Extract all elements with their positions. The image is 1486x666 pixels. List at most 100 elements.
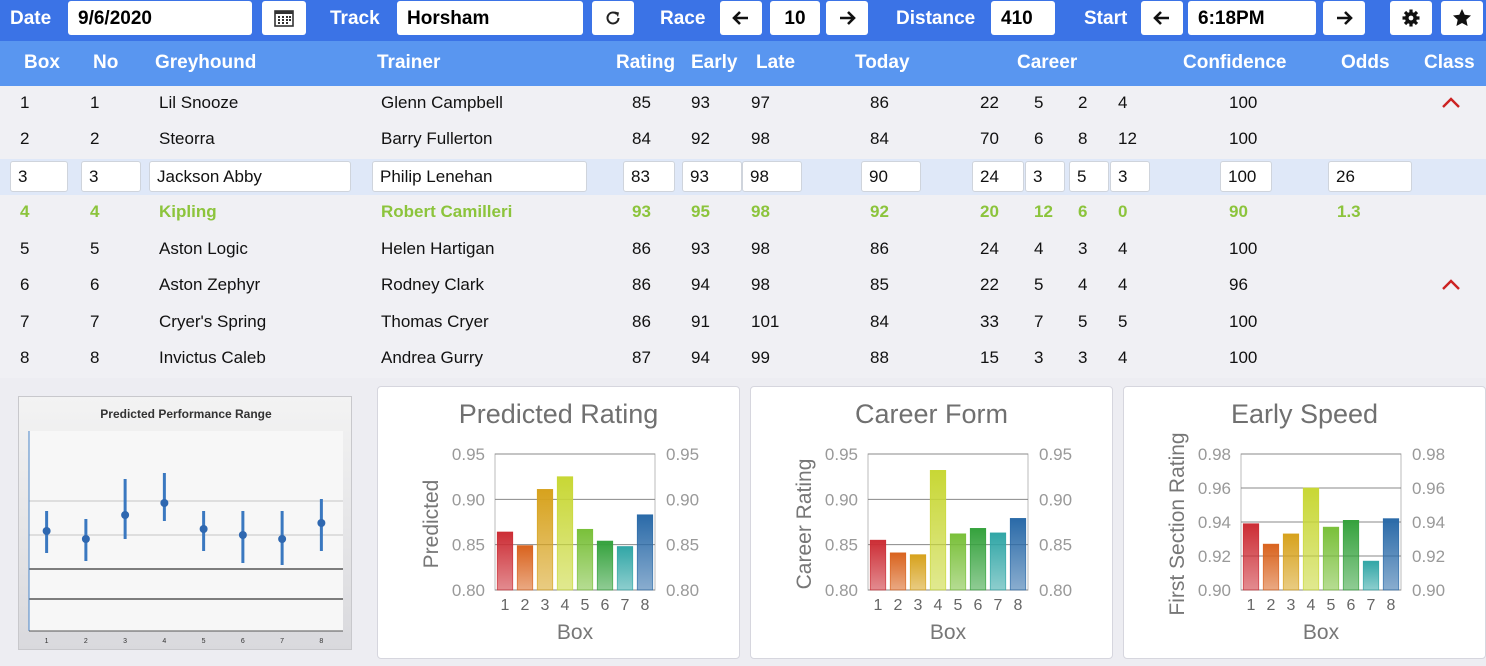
y-tick-label: 0.96 [1198, 479, 1231, 498]
y2-tick-label: 0.80 [1039, 581, 1072, 600]
y-axis-label: Career Rating [793, 459, 816, 590]
y-tick-label: 0.95 [452, 445, 485, 464]
col-late[interactable]: Late [756, 52, 796, 73]
chart-title: Predicted Performance Range [100, 407, 272, 421]
cell-c1: 33 [980, 312, 999, 331]
range-point [121, 511, 130, 519]
bar [1362, 560, 1380, 591]
start-field[interactable]: 6:18PM [1188, 1, 1316, 35]
cell-today: 85 [870, 275, 889, 294]
y2-tick-label: 0.90 [666, 490, 699, 509]
cell-c1: 20 [980, 202, 999, 221]
col-early[interactable]: Early [691, 52, 738, 73]
col-class[interactable]: Class [1424, 52, 1475, 73]
col-confidence[interactable]: Confidence [1183, 52, 1287, 73]
class-up-icon[interactable] [1440, 95, 1462, 111]
cell-c3[interactable]: 5 [1069, 161, 1109, 192]
bar [1302, 487, 1320, 591]
race-field[interactable]: 10 [770, 1, 820, 35]
cell-c2[interactable]: 3 [1025, 161, 1065, 192]
range-point [42, 527, 51, 535]
x-tick-label: 4 [561, 597, 570, 614]
bar [1322, 526, 1340, 591]
x-tick-label: 3 [1287, 597, 1296, 614]
col-rating[interactable]: Rating [616, 52, 676, 73]
track-label: Track [330, 8, 380, 29]
x-tick-label: 7 [1367, 597, 1376, 614]
distance-field[interactable]: 410 [991, 1, 1055, 35]
col-trainer[interactable]: Trainer [377, 52, 441, 73]
chart-title: Early Speed [1230, 399, 1379, 429]
cell-box: 6 [20, 275, 30, 294]
y-tick-label: 0.90 [452, 490, 485, 509]
cell-late: 97 [751, 93, 770, 112]
early-speed-chart: 0.98 0.98 0.96 0.96 0.94 0.94 0.92 0.92 0.90 0.90… [1166, 432, 1445, 644]
cell-trainer[interactable]: Philip Lenehan [372, 161, 587, 192]
cell-late[interactable]: 98 [742, 161, 802, 192]
cell-today: 84 [870, 312, 889, 331]
cell-confidence: 100 [1229, 129, 1258, 148]
cell-confidence: 100 [1229, 348, 1258, 367]
y2-tick-label: 0.96 [1412, 479, 1445, 498]
bar [636, 514, 654, 591]
table-row[interactable]: 5 5 Aston Logic Helen Hartigan 86 93 98 86 24 4 3 4… [0, 232, 1486, 268]
cell-c2: 5 [1034, 275, 1044, 294]
y2-tick-label: 0.85 [666, 536, 699, 555]
toolbar: Date 9/6/2020 Track Horsham Race 10 Dist… [0, 0, 1486, 41]
col-today[interactable]: Today [855, 52, 910, 73]
cell-confidence[interactable]: 100 [1220, 161, 1272, 192]
refresh-button[interactable] [592, 1, 634, 35]
x-tick-label: 7 [280, 638, 284, 645]
table-row[interactable]: 8 8 Invictus Caleb Andrea Gurry 87 94 99 88 15 3 3… [0, 341, 1486, 377]
cell-c1[interactable]: 24 [972, 161, 1024, 192]
cell-c2: 4 [1034, 239, 1044, 258]
table-row[interactable]: 6 6 Aston Zephyr Rodney Clark 86 94 98 85 22 5 4 4 9… [0, 268, 1486, 304]
table-row[interactable]: 3 3 Jackson Abby Philip Lenehan 83 93 98 90 24 3 5… [0, 159, 1486, 195]
plot-area [29, 431, 343, 631]
cell-c2: 12 [1034, 202, 1053, 221]
settings-button[interactable] [1390, 1, 1432, 35]
table-row[interactable]: 4 4 Kipling Robert Camilleri 93 95 98 92 20 12 6 0 9… [0, 195, 1486, 231]
col-career[interactable]: Career [1017, 52, 1078, 73]
cell-today[interactable]: 90 [861, 161, 921, 192]
cell-c4[interactable]: 3 [1110, 161, 1150, 192]
cell-box[interactable]: 3 [10, 161, 68, 192]
x-tick-label: 1 [501, 597, 510, 614]
date-field[interactable]: 9/6/2020 [68, 1, 252, 35]
col-odds[interactable]: Odds [1341, 52, 1390, 73]
col-greyhound[interactable]: Greyhound [155, 52, 257, 73]
cell-greyhound[interactable]: Jackson Abby [149, 161, 351, 192]
x-tick-label: 2 [521, 597, 530, 614]
x-tick-label: 3 [914, 597, 923, 614]
race-prev-button[interactable] [720, 1, 762, 35]
race-next-button[interactable] [826, 1, 868, 35]
cell-c3: 8 [1078, 129, 1088, 148]
cell-early: 91 [691, 312, 710, 331]
cell-early[interactable]: 93 [682, 161, 742, 192]
cell-c1: 24 [980, 239, 999, 258]
y-tick-label: 0.95 [825, 445, 858, 464]
table-row[interactable]: 2 2 Steorra Barry Fullerton 84 92 98 84 70 6 8 12 10… [0, 122, 1486, 158]
cell-confidence: 100 [1229, 93, 1258, 112]
cell-no: 7 [90, 312, 100, 331]
track-field[interactable]: Horsham [397, 1, 583, 35]
cell-rating[interactable]: 83 [623, 161, 675, 192]
col-no[interactable]: No [93, 52, 119, 73]
x-tick-label: 1 [1247, 597, 1256, 614]
start-next-button[interactable] [1323, 1, 1365, 35]
favorite-button[interactable] [1441, 1, 1483, 35]
x-tick-label: 6 [974, 597, 983, 614]
range-point [199, 525, 208, 533]
performance-range-chart: Predicted Performance Range 1 2 3 4 5 6 7 8 [18, 396, 352, 650]
class-up-icon[interactable] [1440, 277, 1462, 293]
table-row[interactable]: 7 7 Cryer's Spring Thomas Cryer 86 91 101 84 33 7… [0, 305, 1486, 341]
table-row[interactable]: 1 1 Lil Snooze Glenn Campbell 85 93 97 86 22 5 2 4 1… [0, 86, 1486, 122]
cell-odds[interactable]: 26 [1328, 161, 1412, 192]
bar [1282, 533, 1300, 591]
cell-c2: 3 [1034, 348, 1044, 367]
range-point [81, 535, 90, 543]
calendar-button[interactable] [262, 1, 306, 35]
col-box[interactable]: Box [24, 52, 60, 73]
start-prev-button[interactable] [1141, 1, 1183, 35]
cell-no[interactable]: 3 [81, 161, 141, 192]
